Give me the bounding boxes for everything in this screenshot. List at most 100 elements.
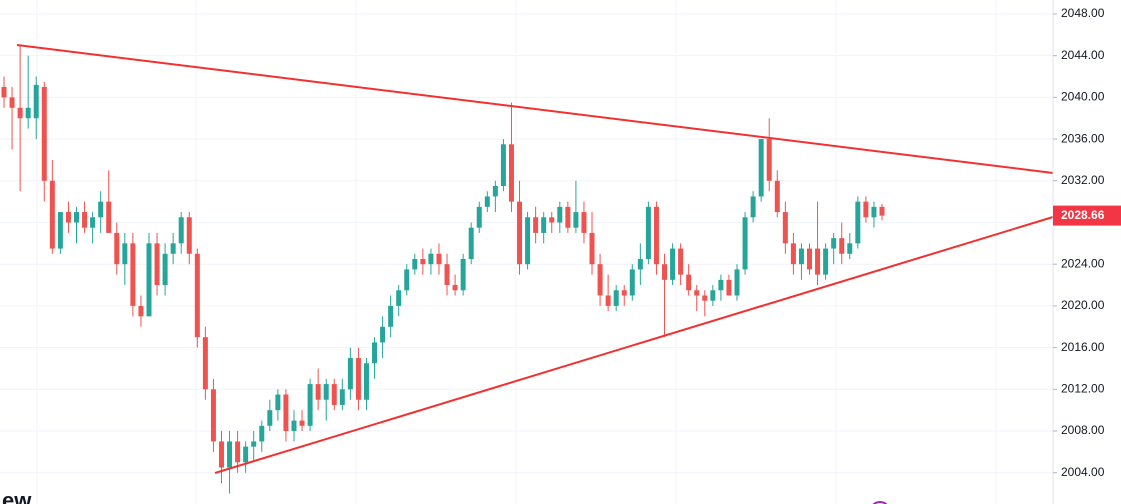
candle-body <box>605 295 611 306</box>
candle-body <box>122 243 128 265</box>
candle-body <box>146 243 152 317</box>
candle-body <box>573 212 579 228</box>
candle-body <box>283 394 289 432</box>
candle-body <box>541 217 547 233</box>
candle-body <box>452 285 458 291</box>
y-tick-label: 2032.00 <box>1061 173 1105 187</box>
candle-body <box>323 384 329 400</box>
candle-body <box>1 86 7 98</box>
candle-body <box>653 206 659 265</box>
candle-body <box>468 227 474 259</box>
last-price-box <box>1053 205 1121 226</box>
candle-body <box>275 394 281 411</box>
upper-trendline <box>16 44 1054 174</box>
candle-body <box>106 201 112 233</box>
candle-body <box>178 217 184 244</box>
y-tick-label: 2024.00 <box>1061 256 1105 270</box>
candle-body <box>718 279 724 291</box>
candle-body <box>259 425 265 442</box>
candle-body <box>621 290 627 296</box>
candle-body <box>25 107 31 119</box>
candle-body <box>130 243 136 306</box>
candle-body <box>565 206 571 228</box>
candle-body <box>363 363 369 400</box>
candle-body <box>331 384 337 405</box>
candle-body <box>670 248 676 280</box>
candle-body <box>613 290 619 306</box>
watermark: ew <box>2 488 32 504</box>
candle-body <box>702 295 708 301</box>
candle-body <box>307 384 313 426</box>
candle-body <box>420 258 426 265</box>
price-axis: 2004.00 2008.00 2012.00 2016.00 2020.00 2024.… <box>1053 6 1121 479</box>
candle-body <box>355 358 361 400</box>
candle-body <box>138 305 144 317</box>
candle-body <box>154 243 160 286</box>
candle-body <box>315 384 321 400</box>
candle-body <box>549 217 555 223</box>
candle-body <box>484 196 490 207</box>
y-tick-label: 2044.00 <box>1061 48 1105 62</box>
candle-body <box>766 139 772 181</box>
vertical-grid <box>36 0 997 504</box>
candle-body <box>9 97 15 108</box>
candle-body <box>790 243 796 265</box>
candle-body <box>823 248 829 275</box>
candle-body <box>863 201 869 218</box>
candle-body <box>90 217 96 228</box>
candle-body <box>678 248 684 275</box>
candle-body <box>114 232 120 265</box>
candle-body <box>662 264 668 280</box>
candle-body <box>734 269 740 296</box>
candle-body <box>98 201 104 218</box>
candle-body <box>291 420 297 432</box>
candle-body <box>186 217 192 254</box>
candle-body <box>581 212 587 233</box>
y-tick-label: 2008.00 <box>1061 423 1105 437</box>
candle-body <box>404 269 410 291</box>
y-tick-label: 2016.00 <box>1061 340 1105 354</box>
candle-body <box>815 248 821 275</box>
candle-body <box>774 180 780 213</box>
candle-body <box>372 342 378 364</box>
candle-body <box>629 269 635 296</box>
candle-body <box>879 206 885 216</box>
candle-body <box>210 389 216 442</box>
candle-body <box>170 243 176 254</box>
candle-body <box>339 389 345 405</box>
candle-body <box>436 253 442 265</box>
candle-body <box>758 139 764 197</box>
candle-body <box>645 206 651 259</box>
candle-body <box>686 274 692 291</box>
candle-body <box>533 217 539 233</box>
candle-body <box>476 206 482 228</box>
candle-body <box>243 446 249 463</box>
candle-body <box>694 290 700 296</box>
candle-body <box>33 84 39 119</box>
candle-body <box>412 258 418 270</box>
candle-body <box>831 238 837 249</box>
candle-body <box>726 279 732 296</box>
candle-body <box>428 253 434 265</box>
candle-body <box>460 258 466 291</box>
y-tick-label: 2040.00 <box>1061 90 1105 104</box>
candle-body <box>388 305 394 327</box>
candle-body <box>227 441 233 468</box>
candle-body <box>299 420 305 426</box>
candle-body <box>557 206 563 223</box>
y-tick-label: 2048.00 <box>1061 6 1105 20</box>
candle-body <box>218 441 224 468</box>
candle-body <box>235 441 241 463</box>
candle-body <box>589 232 595 265</box>
candle-body <box>839 238 845 254</box>
candle-body <box>871 206 877 218</box>
candle-body <box>380 326 386 343</box>
candle-body <box>194 253 200 338</box>
candle-body <box>251 441 257 447</box>
candle-body <box>492 186 498 197</box>
candle-body <box>750 196 756 218</box>
candle-body <box>597 264 603 296</box>
candle-body <box>41 86 47 181</box>
candle-body <box>855 201 861 244</box>
icon <box>872 501 888 504</box>
